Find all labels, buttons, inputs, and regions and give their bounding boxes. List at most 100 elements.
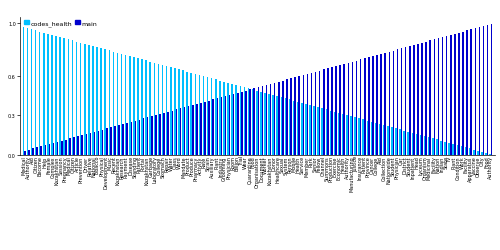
Bar	[36, 148, 38, 155]
Bar	[360, 60, 362, 155]
Bar	[346, 116, 348, 155]
Bar	[278, 82, 280, 155]
Bar	[24, 151, 25, 155]
Bar	[465, 148, 466, 155]
Bar	[374, 123, 376, 155]
Bar	[90, 133, 91, 155]
Bar	[438, 39, 439, 155]
Bar	[426, 42, 427, 155]
Bar	[176, 110, 177, 155]
Bar	[322, 109, 323, 155]
Bar	[364, 59, 366, 155]
Bar	[422, 44, 423, 155]
Bar	[460, 146, 462, 155]
Bar	[147, 118, 148, 155]
Bar	[350, 117, 352, 155]
Bar	[298, 77, 300, 155]
Bar	[458, 34, 460, 155]
Bar	[232, 84, 233, 155]
Bar	[284, 99, 286, 155]
Bar	[454, 35, 456, 155]
Bar	[82, 136, 83, 155]
Bar	[276, 97, 278, 155]
Bar	[202, 77, 204, 155]
Bar	[223, 82, 224, 155]
Bar	[306, 74, 308, 155]
Bar	[134, 121, 136, 155]
Bar	[240, 87, 241, 155]
Bar	[129, 57, 130, 155]
Bar	[96, 48, 98, 155]
Bar	[434, 40, 435, 155]
Bar	[80, 44, 82, 155]
Bar	[125, 56, 126, 155]
Bar	[207, 78, 208, 155]
Bar	[264, 94, 266, 155]
Bar	[420, 136, 422, 155]
Bar	[354, 118, 356, 155]
Bar	[478, 28, 480, 155]
Bar	[466, 31, 468, 155]
Bar	[56, 37, 57, 155]
Bar	[400, 130, 401, 155]
Bar	[323, 70, 324, 155]
Bar	[158, 64, 159, 155]
Bar	[192, 106, 194, 155]
Bar	[327, 69, 328, 155]
Bar	[170, 68, 172, 155]
Bar	[94, 132, 96, 155]
Bar	[68, 40, 69, 155]
Bar	[294, 78, 296, 155]
Bar	[76, 42, 78, 155]
Bar	[114, 127, 116, 155]
Bar	[244, 88, 245, 155]
Bar	[40, 147, 42, 155]
Bar	[236, 86, 237, 155]
Bar	[266, 86, 267, 155]
Bar	[122, 124, 124, 155]
Bar	[73, 138, 75, 155]
Bar	[241, 92, 242, 155]
Bar	[470, 30, 472, 155]
Bar	[102, 130, 104, 155]
Bar	[387, 127, 388, 155]
Bar	[331, 68, 333, 155]
Bar	[288, 100, 290, 155]
Bar	[370, 122, 372, 155]
Bar	[121, 54, 122, 155]
Bar	[215, 80, 216, 155]
Bar	[348, 64, 349, 155]
Bar	[302, 76, 304, 155]
Bar	[166, 67, 168, 155]
Bar	[342, 114, 344, 155]
Bar	[248, 89, 250, 155]
Bar	[268, 94, 270, 155]
Bar	[100, 49, 102, 155]
Bar	[352, 62, 353, 155]
Bar	[391, 128, 392, 155]
Bar	[272, 96, 274, 155]
Bar	[86, 134, 87, 155]
Bar	[43, 34, 44, 155]
Bar	[372, 57, 374, 155]
Bar	[224, 97, 226, 155]
Bar	[368, 58, 370, 155]
Bar	[401, 49, 402, 155]
Bar	[84, 44, 86, 155]
Bar	[47, 35, 48, 155]
Bar	[60, 38, 61, 155]
Bar	[376, 56, 378, 155]
Bar	[143, 119, 144, 155]
Bar	[154, 64, 155, 155]
Bar	[104, 50, 106, 155]
Bar	[309, 106, 310, 155]
Bar	[126, 123, 128, 155]
Bar	[48, 144, 50, 155]
Bar	[159, 114, 161, 155]
Bar	[146, 61, 147, 155]
Bar	[92, 47, 94, 155]
Bar	[446, 37, 448, 155]
Bar	[286, 80, 288, 155]
Bar	[186, 72, 188, 155]
Bar	[428, 138, 430, 155]
